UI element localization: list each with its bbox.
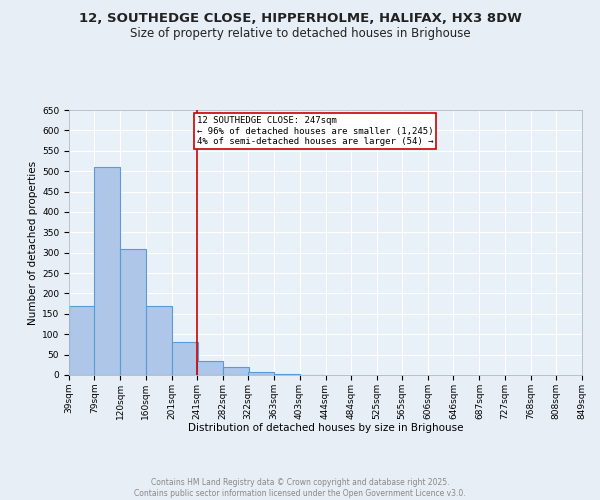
- Bar: [94, 167, 120, 375]
- X-axis label: Distribution of detached houses by size in Brighouse: Distribution of detached houses by size …: [188, 423, 463, 433]
- Bar: [197, 360, 223, 375]
- Bar: [146, 306, 172, 375]
- Bar: [274, 374, 300, 375]
- Bar: [120, 248, 146, 375]
- Text: Contains HM Land Registry data © Crown copyright and database right 2025.
Contai: Contains HM Land Registry data © Crown c…: [134, 478, 466, 498]
- Text: Size of property relative to detached houses in Brighouse: Size of property relative to detached ho…: [130, 28, 470, 40]
- Y-axis label: Number of detached properties: Number of detached properties: [28, 160, 38, 324]
- Text: 12, SOUTHEDGE CLOSE, HIPPERHOLME, HALIFAX, HX3 8DW: 12, SOUTHEDGE CLOSE, HIPPERHOLME, HALIFA…: [79, 12, 521, 26]
- Bar: [69, 306, 95, 375]
- Bar: [248, 372, 274, 375]
- Bar: [172, 342, 197, 375]
- Text: 12 SOUTHEDGE CLOSE: 247sqm
← 96% of detached houses are smaller (1,245)
4% of se: 12 SOUTHEDGE CLOSE: 247sqm ← 96% of deta…: [197, 116, 433, 146]
- Bar: [223, 367, 249, 375]
